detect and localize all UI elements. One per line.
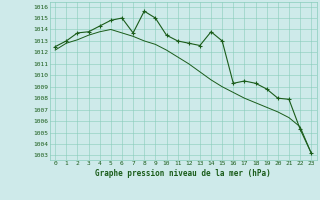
X-axis label: Graphe pression niveau de la mer (hPa): Graphe pression niveau de la mer (hPa) [95,169,271,178]
